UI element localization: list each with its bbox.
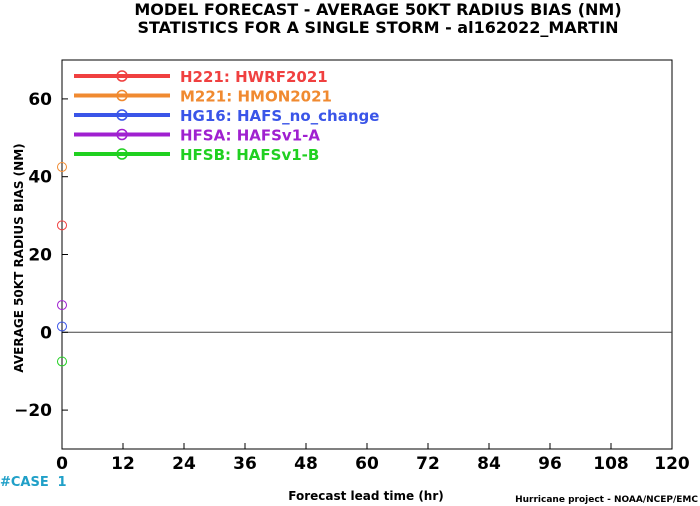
x-tick-label: 0: [56, 454, 68, 474]
data-point: [57, 220, 67, 231]
legend-entry: M221: HMON2021: [74, 88, 332, 106]
y-tick-label: 60: [28, 90, 52, 110]
data-point: [57, 356, 67, 367]
legend-label: M221: HMON2021: [180, 88, 332, 106]
chart-subtitle: STATISTICS FOR A SINGLE STORM - al162022…: [137, 18, 618, 37]
x-tick-label: 120: [654, 454, 690, 474]
legend-marker: [116, 109, 128, 121]
x-tick-label: 108: [593, 454, 629, 474]
y-tick-label: 40: [28, 168, 52, 188]
legend-marker: [116, 128, 128, 141]
y-tick-label: 20: [28, 246, 52, 266]
chart-title: MODEL FORECAST - AVERAGE 50KT RADIUS BIA…: [134, 0, 621, 19]
x-tick-label: 60: [355, 454, 379, 474]
legend-label: HG16: HAFS_no_change: [180, 107, 379, 125]
y-axis-label: AVERAGE 50KT RADIUS BIAS (NM): [12, 143, 26, 372]
legend-marker: [116, 89, 128, 102]
case-label: #CASE: [0, 475, 49, 490]
x-tick-label: 24: [172, 454, 196, 474]
legend-label: HFSA: HAFSv1-A: [180, 127, 320, 145]
legend-label: HFSB: HAFSv1-B: [180, 146, 319, 164]
x-axis-label: Forecast lead time (hr): [288, 489, 444, 503]
legend-marker: [116, 70, 128, 82]
legend-entry: HFSB: HAFSv1-B: [74, 146, 319, 164]
data-point: [57, 300, 67, 311]
x-tick-label: 36: [233, 454, 257, 474]
x-tick-label: 48: [294, 454, 318, 474]
legend-label: H221: HWRF2021: [180, 68, 328, 86]
y-tick-label: 0: [40, 323, 52, 343]
case-count: 1: [57, 475, 66, 490]
data-point: [57, 321, 67, 332]
x-tick-label: 96: [538, 454, 562, 474]
legend-entry: H221: HWRF2021: [74, 68, 328, 86]
legend-entry: HG16: HAFS_no_change: [74, 107, 379, 125]
data-point: [57, 161, 67, 172]
x-tick-label: 12: [111, 454, 135, 474]
x-tick-label: 72: [416, 454, 440, 474]
x-tick-label: 84: [477, 454, 501, 474]
credit-text: Hurricane project - NOAA/NCEP/EMC: [515, 495, 698, 505]
legend-marker: [116, 148, 128, 160]
legend-entry: HFSA: HAFSv1-A: [74, 127, 320, 145]
y-tick-label: −20: [14, 401, 52, 421]
